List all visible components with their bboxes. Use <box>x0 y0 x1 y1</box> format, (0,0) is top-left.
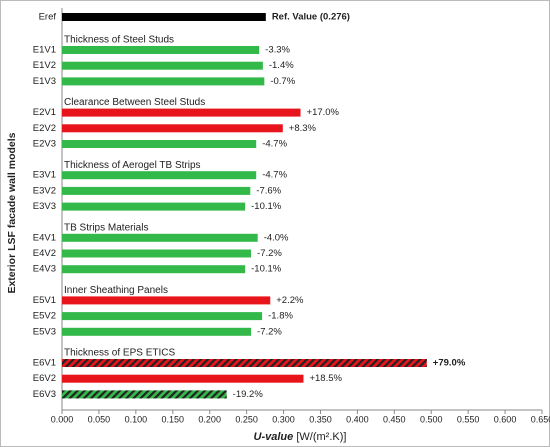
value-label: -7.2% <box>257 248 282 259</box>
category-label: E3V2 <box>33 185 56 196</box>
value-label: -3.3% <box>265 45 290 56</box>
category-label: E3V3 <box>33 201 56 212</box>
category-label: Eref <box>39 12 57 23</box>
x-axis-unit: [W/(m².K)] <box>296 431 346 443</box>
value-label: -1.8% <box>268 311 293 322</box>
category-label: E2V3 <box>33 139 56 150</box>
bar <box>62 140 257 148</box>
category-label: E2V1 <box>33 107 56 118</box>
group-title: Thickness of EPS ETICS <box>64 348 175 359</box>
value-label: +8.3% <box>289 123 317 134</box>
category-label: E5V3 <box>33 326 56 337</box>
category-label: E4V2 <box>33 248 56 259</box>
group-title: Thickness of Steel Studs <box>64 35 174 46</box>
value-label: -10.1% <box>251 264 282 275</box>
x-tick-label: 0.250 <box>235 414 258 424</box>
value-label: -4.7% <box>262 139 287 150</box>
value-label: -4.0% <box>264 232 289 243</box>
x-axis-label: U-value [W/(m².K)] <box>254 431 347 443</box>
bar <box>62 265 246 274</box>
x-tick-label: 0.650 <box>531 414 550 424</box>
value-label: -10.1% <box>251 201 282 212</box>
group-title: Inner Sheathing Panels <box>64 285 168 296</box>
bar <box>62 186 251 195</box>
bar <box>62 374 304 383</box>
x-tick-label: 0.450 <box>383 414 406 424</box>
bar-hatch <box>62 390 227 399</box>
value-label: +17.0% <box>307 107 340 118</box>
category-label: E3V1 <box>33 170 56 181</box>
value-label: -7.2% <box>257 326 282 337</box>
x-tick-label: 0.350 <box>309 414 332 424</box>
category-label: E6V1 <box>33 358 56 369</box>
category-label: E5V1 <box>33 295 56 306</box>
value-label: -1.4% <box>269 60 294 71</box>
bar <box>62 233 258 242</box>
x-tick-label: 0.200 <box>198 414 221 424</box>
x-tick-label: 0.300 <box>272 414 295 424</box>
category-label: E5V2 <box>33 311 56 322</box>
bar-hatch <box>62 359 427 367</box>
x-tick-label: 0.050 <box>88 414 111 424</box>
value-label: +18.5% <box>309 373 342 384</box>
bar <box>62 171 257 180</box>
bar <box>62 202 246 211</box>
x-tick-label: 0.150 <box>162 414 185 424</box>
value-label: +2.2% <box>276 295 304 306</box>
value-label: -0.7% <box>270 76 295 87</box>
category-label: E6V3 <box>33 389 56 400</box>
bar <box>62 77 265 86</box>
group-title: Thickness of Aerogel TB Strips <box>64 160 201 171</box>
x-tick-label: 0.100 <box>125 414 148 424</box>
bar <box>62 108 301 117</box>
value-label: -7.6% <box>256 185 281 196</box>
value-label: -4.7% <box>262 170 287 181</box>
bar <box>62 61 263 70</box>
category-label: E4V1 <box>33 232 56 243</box>
bar <box>62 13 266 21</box>
group-title: TB Strips Materials <box>64 222 148 233</box>
category-label: E1V3 <box>33 76 56 87</box>
value-label: -19.2% <box>233 389 264 400</box>
category-label: E6V2 <box>33 373 56 384</box>
value-label: +79.0% <box>433 358 466 369</box>
category-label: E1V2 <box>33 60 56 71</box>
group-title: Clearance Between Steel Studs <box>64 97 205 108</box>
bar <box>62 296 271 305</box>
x-tick-label: 0.400 <box>346 414 369 424</box>
value-label: Ref. Value (0.276) <box>272 12 350 23</box>
y-axis-label: Exterior LSF facade wall models <box>6 132 18 293</box>
x-tick-label: 0.000 <box>51 414 74 424</box>
x-tick-label: 0.550 <box>457 414 480 424</box>
bar <box>62 327 252 336</box>
category-label: E4V3 <box>33 264 56 275</box>
bar <box>62 46 260 54</box>
x-tick-label: 0.600 <box>494 414 517 424</box>
x-axis-name: U-value <box>254 431 294 443</box>
x-tick-label: 0.500 <box>420 414 443 424</box>
category-label: E2V2 <box>33 123 56 134</box>
bar <box>62 124 283 133</box>
bar <box>62 312 263 321</box>
bar <box>62 249 252 258</box>
category-label: E1V1 <box>33 45 56 56</box>
